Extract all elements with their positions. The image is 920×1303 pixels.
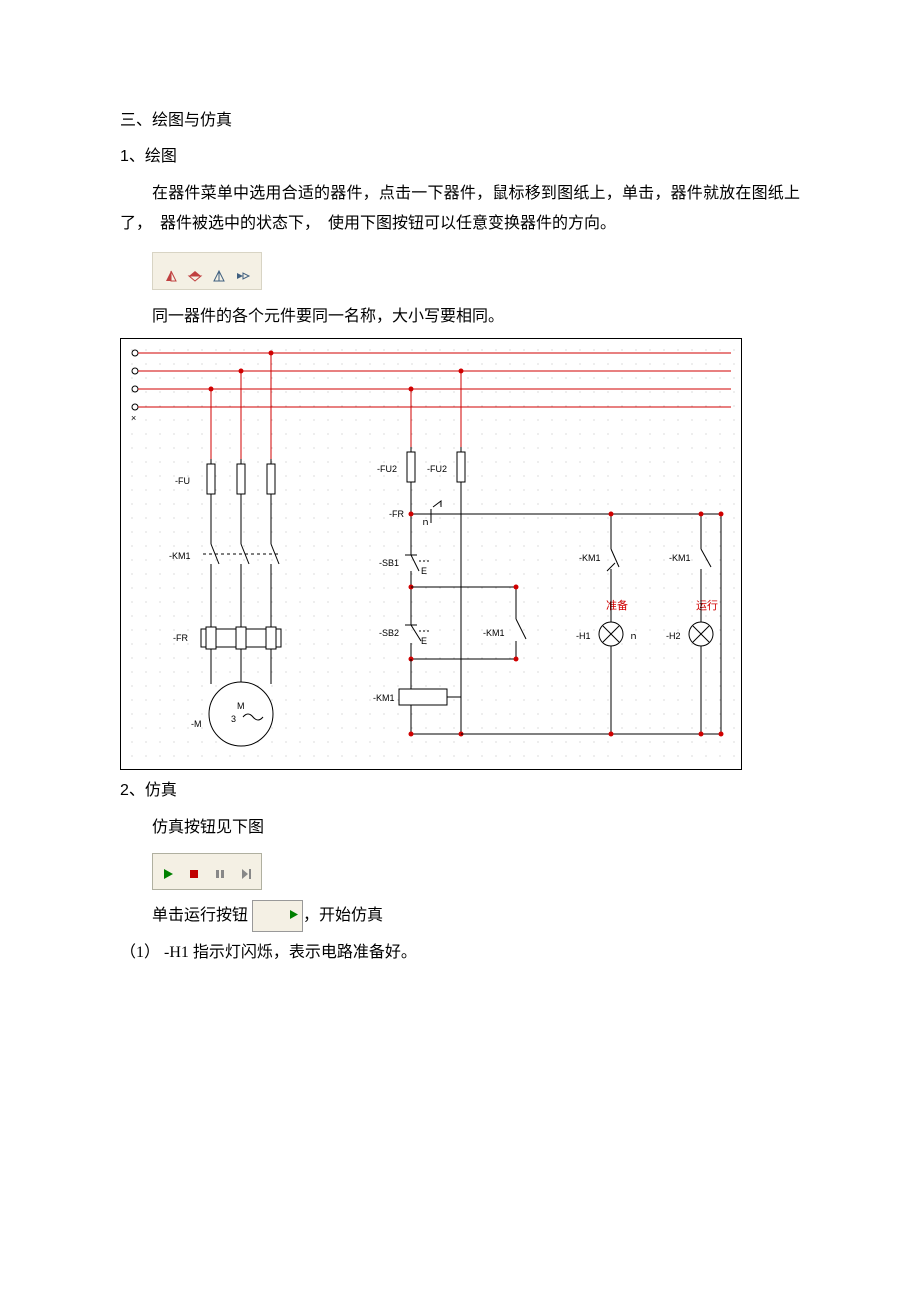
rotate-ccw-icon[interactable] bbox=[235, 264, 251, 278]
play-button[interactable] bbox=[158, 862, 178, 880]
label-ready: 准备 bbox=[606, 598, 628, 612]
fuse-FU: -FU bbox=[175, 459, 275, 499]
svg-text:-KM1: -KM1 bbox=[169, 551, 191, 561]
part1-heading: 1、绘图 bbox=[120, 142, 800, 172]
transform-toolbar bbox=[152, 252, 262, 290]
lamp-H2: -H2 bbox=[666, 622, 713, 646]
part2-item1: （1） -H1 指示灯闪烁，表示电路准备好。 bbox=[120, 938, 800, 968]
label-run: 运行 bbox=[696, 599, 718, 612]
pause-button[interactable] bbox=[210, 862, 230, 880]
svg-text:-KM1: -KM1 bbox=[579, 553, 601, 563]
part2-para2: 单击运行按钮 ，开始仿真 bbox=[120, 900, 800, 932]
part2-heading: 2、仿真 bbox=[120, 776, 800, 806]
section-heading: 三、绘图与仿真 bbox=[120, 106, 800, 136]
part1-para1: 在器件菜单中选用合适的器件，点击一下器件，鼠标移到图纸上，单击，器件就放在图纸上… bbox=[120, 179, 800, 240]
motor-M: M 3 -M bbox=[191, 682, 273, 746]
contact-KM1-seal: -KM1 bbox=[483, 619, 526, 659]
contact-FR-nc: -FR ｎ bbox=[389, 501, 451, 527]
thermal-FR: -FR bbox=[173, 594, 281, 649]
svg-text:-FU: -FU bbox=[175, 476, 190, 486]
svg-text:M: M bbox=[237, 701, 245, 711]
svg-text:3: 3 bbox=[231, 714, 236, 724]
step-button[interactable] bbox=[236, 862, 256, 880]
svg-text:-KM1: -KM1 bbox=[483, 628, 505, 638]
button-SB2: -SB2 E bbox=[379, 619, 431, 659]
svg-text:-M: -M bbox=[191, 719, 202, 729]
flip-vertical-icon[interactable] bbox=[187, 264, 203, 278]
svg-text:×: × bbox=[131, 413, 136, 423]
svg-text:-H2: -H2 bbox=[666, 631, 681, 641]
svg-text:-FU2: -FU2 bbox=[377, 464, 397, 474]
contact-KM1-no: -KM1 bbox=[669, 549, 711, 597]
contact-KM1-nc: -KM1 bbox=[579, 549, 619, 597]
part1-para2: 同一器件的各个元件要同一名称，大小写要相同。 bbox=[120, 302, 800, 332]
svg-text:-SB1: -SB1 bbox=[379, 558, 399, 568]
svg-text:-SB2: -SB2 bbox=[379, 628, 399, 638]
lamp-H1: -H1 ｎ bbox=[576, 622, 638, 646]
button-SB1: -SB1 E bbox=[379, 549, 431, 583]
circuit-svg: × -FU bbox=[121, 339, 741, 769]
svg-text:-FR: -FR bbox=[173, 633, 188, 643]
circuit-diagram: × -FU bbox=[120, 338, 742, 770]
coil-KM1: -KM1 bbox=[373, 689, 447, 705]
para2a-text: 单击运行按钮 bbox=[152, 906, 248, 923]
flip-horizontal-icon[interactable] bbox=[163, 264, 179, 278]
part2-para1: 仿真按钮见下图 bbox=[120, 813, 800, 843]
svg-text:-FR: -FR bbox=[389, 509, 404, 519]
inline-play-icon bbox=[252, 900, 303, 932]
svg-text:-KM1: -KM1 bbox=[669, 553, 691, 563]
svg-text:ｎ: ｎ bbox=[421, 517, 430, 527]
stop-button[interactable] bbox=[184, 862, 204, 880]
para2b-text: ，开始仿真 bbox=[303, 906, 383, 923]
svg-text:-H1: -H1 bbox=[576, 631, 591, 641]
contactor-KM1-main: -KM1 bbox=[169, 544, 281, 594]
svg-text:E: E bbox=[421, 566, 427, 576]
fuse-FU2: -FU2 -FU2 bbox=[377, 447, 465, 487]
simulation-toolbar bbox=[152, 853, 262, 889]
rotate-cw-icon[interactable] bbox=[211, 264, 227, 278]
svg-text:ｎ: ｎ bbox=[629, 631, 638, 641]
svg-text:-KM1: -KM1 bbox=[373, 693, 395, 703]
svg-text:E: E bbox=[421, 636, 427, 646]
svg-text:-FU2: -FU2 bbox=[427, 464, 447, 474]
